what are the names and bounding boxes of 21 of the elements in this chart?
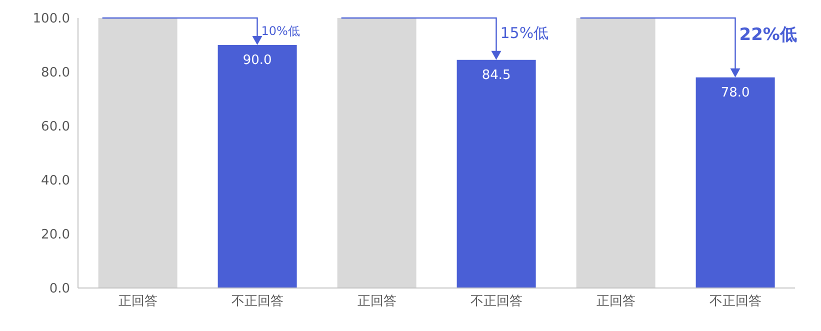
x-tick-label: 不正回答 [709, 294, 762, 310]
annotation: 10%低 [261, 24, 300, 38]
annotation: 22%低 [739, 25, 797, 45]
annotation: 15%低 [500, 24, 549, 42]
data-label: 90.0 [242, 53, 272, 68]
y-tick-label: 20.0 [41, 228, 70, 243]
y-tick-label: 0.0 [49, 282, 70, 297]
y-tick-label: 80.0 [41, 66, 70, 81]
x-tick-label: 不正回答 [231, 294, 284, 310]
x-tick-label: 正回答 [596, 294, 636, 310]
y-tick-label: 100.0 [32, 12, 70, 27]
bar [337, 18, 416, 288]
data-label: 78.0 [720, 86, 750, 101]
bar [576, 18, 656, 288]
bar [98, 18, 178, 288]
data-label: 84.5 [482, 68, 511, 84]
x-tick-label: 正回答 [357, 294, 396, 310]
y-tick-label: 60.0 [41, 120, 70, 135]
x-tick-label: 正回答 [118, 294, 158, 310]
y-tick-label: 40.0 [41, 174, 70, 189]
x-tick-label: 不正回答 [470, 294, 522, 310]
